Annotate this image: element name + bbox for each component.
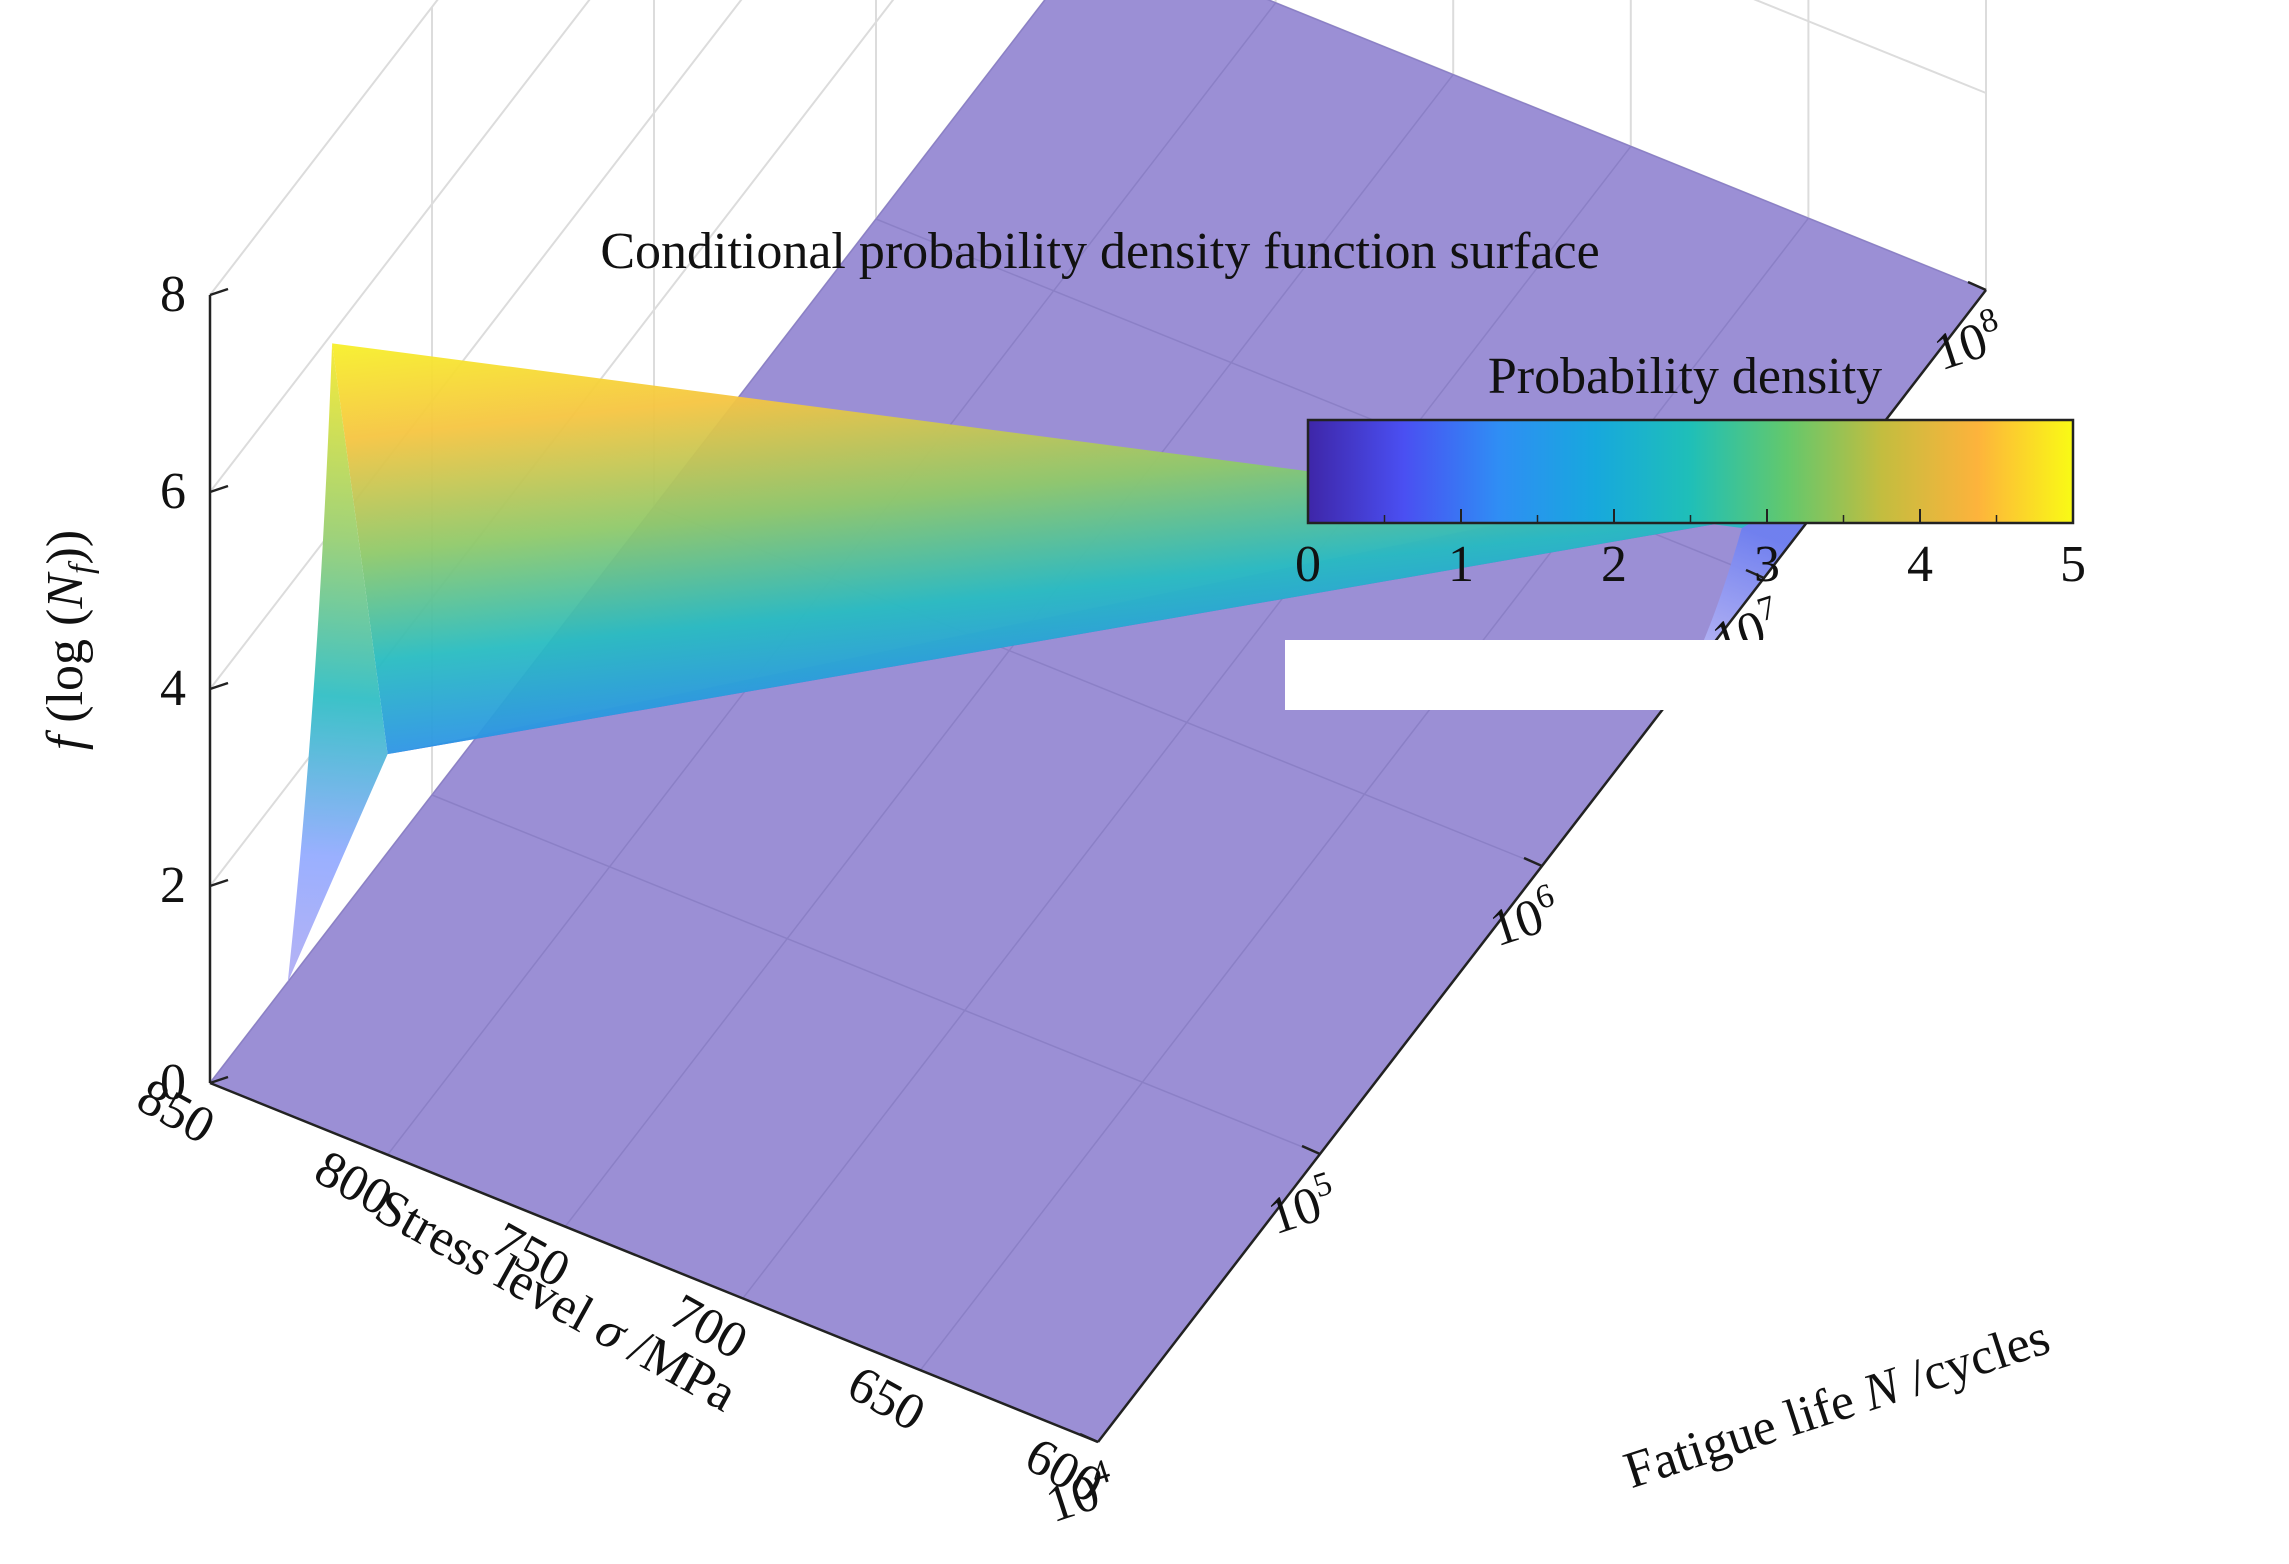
floor-y-gridline (564, 74, 1454, 1228)
z-gridline (209, 0, 743, 690)
x-tick-mark (1301, 1144, 1321, 1156)
chart-title: Conditional probability density function… (600, 223, 1599, 280)
x-axis-label: Fatigue life N /cycles (1617, 1309, 2056, 1500)
y-axis-line (209, 1081, 1099, 1444)
z-tick-mark (209, 681, 229, 691)
floor-y-gridline (919, 217, 1809, 1371)
z-tick-label: 0 (160, 1054, 186, 1111)
colorbar: Probability density 0 1 2 3 4 5 (1285, 348, 2205, 710)
floor-plane (210, 0, 1986, 1442)
z-tick-label: 2 (160, 857, 186, 914)
colorbar-tick-label: 3 (1754, 536, 1780, 593)
surface-peak-left-edge (287, 343, 388, 983)
colorbar-ticks: 0 1 2 3 4 5 (1295, 509, 2086, 593)
floor-x-gridline (431, 794, 1321, 1155)
z-tick-label: 6 (160, 463, 186, 520)
floor-x-gridline (1266, 0, 1987, 291)
z-gridline (209, 0, 591, 493)
x-tick-mark (1079, 1432, 1099, 1444)
x-tick-mark (1523, 856, 1543, 868)
z-tick-label: 4 (160, 660, 186, 717)
z-tick-label: 8 (160, 266, 186, 323)
z-tick-mark (209, 287, 229, 297)
z-tick-mark (209, 1075, 229, 1085)
colorbar-tick-label: 5 (2060, 536, 2086, 593)
colorbar-tick-label: 1 (1448, 536, 1474, 593)
colorbar-bar (1306, 418, 2075, 525)
colorbar-background-patch (1285, 640, 2205, 710)
z-tick-mark (209, 878, 229, 888)
x-tick-mark (1967, 280, 1987, 292)
colorbar-tick-label: 4 (1907, 536, 1933, 593)
z-axis-label: f (log (Nf)) (37, 530, 100, 750)
colorbar-title: Probability density (1488, 348, 1882, 405)
x-tick-mark (1745, 568, 1765, 580)
floor-y-gridline (742, 145, 1632, 1299)
z-tick-mark (209, 484, 229, 494)
colorbar-tick-label: 0 (1295, 536, 1321, 593)
surface-ridge-face (332, 343, 1820, 755)
colorbar-tick-label: 2 (1601, 536, 1627, 593)
